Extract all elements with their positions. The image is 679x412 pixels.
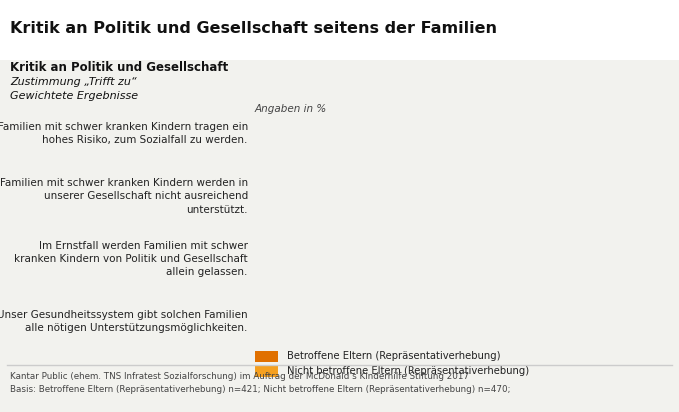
Text: Basis: Betroffene Eltern (Repräsentativerhebung) n=421; Nicht betroffene Eltern : Basis: Betroffene Eltern (Repräsentative… [10, 385, 511, 394]
Bar [255, 323, 367, 340]
Text: 60: 60 [540, 181, 556, 192]
Text: Familien mit schwer kranken Kindern werden in
unserer Gesellschaft nicht ausreic: Familien mit schwer kranken Kindern werd… [0, 178, 248, 215]
Text: Kritik an Politik und Gesellschaft: Kritik an Politik und Gesellschaft [10, 61, 228, 75]
Text: 13: 13 [301, 307, 316, 316]
Text: 55: 55 [515, 264, 531, 274]
Bar [255, 303, 320, 320]
Bar [255, 241, 565, 258]
Text: Unser Gesundheitssystem gibt solchen Familien
alle nötigen Unterstützungsmöglich: Unser Gesundheitssystem gibt solchen Fam… [0, 310, 248, 333]
Bar [255, 135, 611, 152]
Text: Familien mit schwer kranken Kindern tragen ein
hohes Risiko, zum Sozialfall zu w: Familien mit schwer kranken Kindern trag… [0, 122, 248, 145]
Text: Im Ernstfall werden Familien mit schwer
kranken Kindern von Politik und Gesellsc: Im Ernstfall werden Familien mit schwer … [14, 241, 248, 277]
Bar [255, 178, 560, 195]
Text: 71: 71 [597, 119, 612, 129]
Text: Nicht betroffene Eltern (Repräsentativerhebung): Nicht betroffene Eltern (Repräsentativer… [287, 366, 529, 376]
Text: Kantar Public (ehem. TNS Infratest Sozialforschung) im Auftrag der McDonald’s Ki: Kantar Public (ehem. TNS Infratest Sozia… [10, 372, 469, 382]
Text: 56: 56 [520, 201, 536, 211]
Text: Betroffene Eltern (Repräsentativerhebung): Betroffene Eltern (Repräsentativerhebung… [287, 351, 500, 361]
Bar [255, 115, 617, 132]
Text: 22: 22 [347, 326, 363, 336]
Bar [255, 260, 535, 277]
Text: Gewichtete Ergebnisse: Gewichtete Ergebnisse [10, 91, 139, 101]
Bar [255, 198, 540, 215]
Text: 61: 61 [545, 244, 562, 254]
Text: Zustimmung „Trifft zu“: Zustimmung „Trifft zu“ [10, 77, 136, 87]
Text: 70: 70 [591, 139, 607, 149]
Text: Kritik an Politik und Gesellschaft seitens der Familien: Kritik an Politik und Gesellschaft seite… [10, 21, 497, 36]
Text: Angaben in %: Angaben in % [255, 104, 327, 114]
